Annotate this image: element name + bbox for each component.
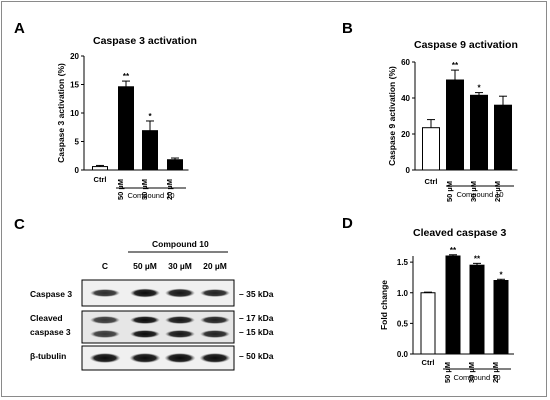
y-tick-label: 40 bbox=[401, 94, 410, 103]
y-axis-label: Fold change bbox=[379, 280, 389, 330]
y-axis-label: Caspase 9 activation (%) bbox=[387, 66, 397, 166]
blot-bands-caspase3 bbox=[90, 288, 230, 298]
significance-marker: ** bbox=[123, 72, 130, 81]
blot-band bbox=[90, 289, 120, 297]
category-label: 30 µM bbox=[467, 362, 476, 383]
panel-b-title: Caspase 9 activation bbox=[414, 39, 518, 51]
significance-marker: ** bbox=[452, 61, 459, 70]
chart-caspase9-activation: 0 20 40 60 Caspase 9 activation (%) Ctrl ** 50 … bbox=[387, 58, 518, 202]
bar-a-1 bbox=[118, 86, 134, 171]
y-tick-label: 1.5 bbox=[397, 258, 409, 267]
blot-band bbox=[90, 316, 120, 324]
category-label: 50 µM bbox=[443, 362, 452, 383]
panel-a-title: Caspase 3 activation bbox=[93, 35, 197, 47]
blot-band bbox=[165, 330, 195, 338]
blot-strip-cleaved-caspase3 bbox=[81, 310, 235, 344]
blot-row-label-cleaved-caspase3-line1: Cleaved bbox=[30, 313, 63, 323]
significance-marker: ** bbox=[450, 246, 457, 255]
blot-band bbox=[130, 330, 160, 338]
y-axis-label: Caspase 3 activation (%) bbox=[56, 63, 66, 163]
y-tick-label: 20 bbox=[401, 130, 410, 139]
bar-d-3 bbox=[493, 280, 509, 355]
significance-marker: * bbox=[499, 270, 503, 279]
blot-bands-beta-tubulin bbox=[89, 353, 231, 363]
category-label: Ctrl bbox=[422, 358, 435, 367]
y-tick-label: 1.0 bbox=[397, 289, 409, 298]
significance-marker: * bbox=[148, 112, 152, 121]
blot-band bbox=[200, 330, 230, 338]
bar-a-0 bbox=[92, 166, 108, 171]
significance-marker: ** bbox=[474, 254, 481, 263]
chart-cleaved-caspase3: 0.0 0.5 1.0 1.5 Fold change Ctrl ** 50 µM ** 30 µ… bbox=[379, 246, 514, 383]
blot-band bbox=[165, 288, 195, 298]
category-label: 30 µM bbox=[469, 181, 478, 202]
category-label: 50 µM bbox=[116, 179, 125, 200]
blot-lane-label: C bbox=[102, 261, 108, 271]
category-label: 50 µM bbox=[445, 181, 454, 202]
category-label: 20 µM bbox=[165, 179, 174, 200]
blot-band bbox=[130, 316, 160, 324]
chart-caspase3-activation: 0 5 10 15 20 Caspase 3 activation (%) Ctrl ** 50… bbox=[56, 52, 189, 200]
x-group-label: Compound 10 bbox=[456, 190, 503, 199]
blot-row-label-caspase3: Caspase 3 bbox=[30, 289, 72, 299]
bar-a-3 bbox=[167, 159, 183, 171]
blot-band bbox=[89, 353, 121, 363]
y-tick-label: 5 bbox=[75, 138, 80, 147]
significance-marker: * bbox=[477, 84, 481, 93]
blot-lane-label: 20 µM bbox=[203, 261, 227, 271]
blot-row-label-cleaved-caspase3-line2: caspase 3 bbox=[30, 327, 71, 337]
blot-band bbox=[165, 316, 195, 324]
y-tick-label: 20 bbox=[70, 52, 79, 61]
blot-band bbox=[200, 289, 230, 297]
blot-band bbox=[130, 288, 160, 298]
category-label: Ctrl bbox=[425, 177, 438, 186]
y-tick-label: 15 bbox=[70, 81, 79, 90]
blot-band bbox=[199, 353, 231, 363]
bar-a-2 bbox=[142, 130, 158, 171]
blot-marker-35kda: – 35 kDa bbox=[239, 289, 274, 299]
panel-d-title: Cleaved caspase 3 bbox=[413, 227, 507, 239]
blot-band bbox=[164, 353, 196, 363]
y-tick-label: 0 bbox=[75, 166, 80, 175]
y-tick-label: 0.0 bbox=[397, 350, 409, 359]
panel-a-letter: A bbox=[14, 20, 25, 37]
panel-d-letter: D bbox=[342, 215, 353, 232]
blot-lane-label: 30 µM bbox=[168, 261, 192, 271]
bar-b-0 bbox=[422, 127, 440, 171]
bar-d-1 bbox=[445, 255, 461, 355]
bar-b-3 bbox=[494, 104, 512, 171]
bar-b-2 bbox=[470, 94, 488, 171]
category-label: Ctrl bbox=[94, 175, 107, 184]
blot-lane-label: 50 µM bbox=[133, 261, 157, 271]
blot-bands-cleaved-caspase3 bbox=[90, 316, 230, 338]
panel-b-letter: B bbox=[342, 20, 353, 37]
y-tick-label: 60 bbox=[401, 58, 410, 67]
bar-b-1 bbox=[446, 79, 464, 171]
category-label: 20 µM bbox=[491, 362, 500, 383]
panel-c-letter: C bbox=[14, 216, 25, 233]
blot-marker-50kda: – 50 kDa bbox=[239, 351, 274, 361]
bar-d-2 bbox=[469, 264, 485, 355]
western-blot: Compound 10 C 50 µM 30 µM 20 µM Caspase … bbox=[30, 239, 274, 371]
blot-row-label-beta-tubulin: β-tubulin bbox=[30, 351, 66, 361]
blot-marker-17kda: – 17 kDa bbox=[239, 313, 274, 323]
blot-group-label: Compound 10 bbox=[152, 239, 209, 249]
x-group-label: Compound 10 bbox=[453, 373, 500, 382]
y-tick-label: 10 bbox=[70, 109, 79, 118]
blot-band bbox=[90, 330, 120, 338]
category-label: 30 µM bbox=[140, 179, 149, 200]
category-label: 20 µM bbox=[493, 181, 502, 202]
y-tick-label: 0 bbox=[406, 166, 411, 175]
y-tick-label: 0.5 bbox=[397, 319, 409, 328]
blot-band bbox=[129, 353, 161, 363]
blot-marker-15kda: – 15 kDa bbox=[239, 327, 274, 337]
blot-band bbox=[200, 316, 230, 324]
bar-d-0 bbox=[420, 292, 436, 355]
x-group-label: Compound 10 bbox=[127, 191, 174, 200]
